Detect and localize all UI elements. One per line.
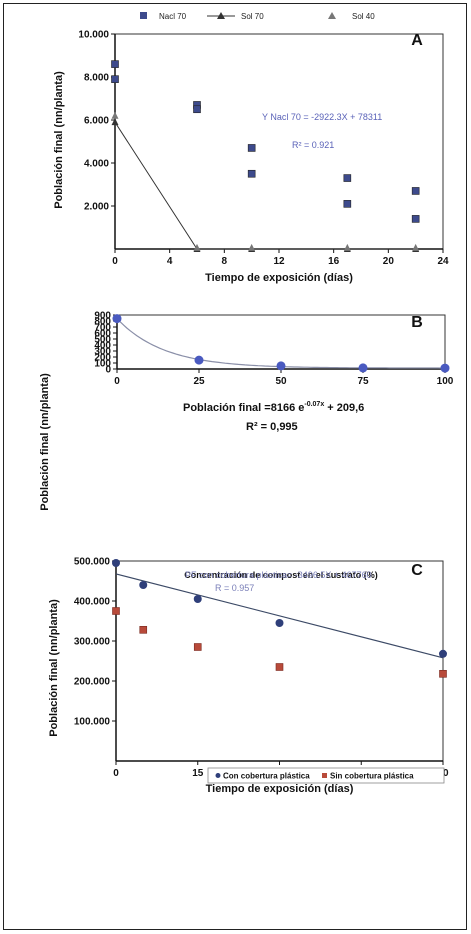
point-series-b bbox=[358, 363, 368, 373]
x-tick-label-b: 0 bbox=[114, 376, 120, 387]
point-nacl-70-a bbox=[247, 169, 256, 178]
x-tick-label-a: 0 bbox=[112, 256, 118, 267]
point-sol-40-a bbox=[193, 243, 201, 251]
point-series-b bbox=[112, 314, 122, 324]
figure-frame bbox=[3, 3, 467, 930]
legend-entry-sol-70: Sol 70 bbox=[241, 12, 264, 21]
x-tick-label-a: 12 bbox=[273, 256, 285, 267]
point-sol-40-a bbox=[248, 243, 256, 251]
line-sol-70-a bbox=[114, 121, 416, 250]
point-con-cobertura-pl-stica-c bbox=[193, 595, 202, 603]
point-sin-cobertura-pl-stica-c bbox=[275, 663, 284, 671]
legend-entry-sol-40: Sol 40 bbox=[352, 12, 375, 21]
y-tick-label-b: 500 bbox=[94, 335, 111, 346]
y-tick-label-c: 200.000 bbox=[74, 677, 111, 688]
x-tick-label-c: 15 bbox=[192, 768, 204, 779]
r-value-c: R = 0.957 bbox=[215, 583, 254, 593]
x-tick-label-a: 8 bbox=[222, 256, 228, 267]
fit-curve-b bbox=[116, 318, 445, 369]
x-tick-label-a: 24 bbox=[437, 256, 449, 267]
equation-b: Población final =8166 e-0.07x + 209,6 bbox=[183, 401, 364, 414]
r-squared-b: R² = 0,995 bbox=[246, 421, 298, 433]
point-series-b bbox=[440, 363, 450, 373]
x-tick-label-a: 20 bbox=[383, 256, 395, 267]
point-con-cobertura-pl-stica-c bbox=[275, 619, 284, 627]
x-tick-label-a: 16 bbox=[328, 256, 340, 267]
y-axis-label-c: Población final (nn/planta) bbox=[48, 599, 60, 737]
x-axis-label-a: Tiempo de exposición (días) bbox=[205, 272, 353, 284]
point-sol-40-a bbox=[111, 111, 119, 119]
point-sin-cobertura-pl-stica-c bbox=[112, 607, 120, 615]
fit-line-c bbox=[115, 573, 444, 659]
y-tick-label-b: 900 bbox=[94, 311, 111, 322]
equation-a: Y Nacl 70 = -2922.3X + 78311 bbox=[262, 112, 382, 122]
y-tick-label-c: 300.000 bbox=[74, 637, 111, 648]
point-nacl-70-a bbox=[343, 174, 352, 182]
plot-area-c bbox=[115, 560, 444, 762]
equation-c: PF con cobertura plástica= -3496.5X + 46… bbox=[185, 570, 372, 580]
legend-entry-sin-cobertura: Sin cobertura plástica bbox=[330, 772, 414, 781]
point-con-cobertura-pl-stica-c bbox=[112, 559, 120, 567]
point-sol-70-a bbox=[111, 118, 119, 126]
y-tick-label-b: 200 bbox=[94, 353, 111, 364]
point-con-cobertura-pl-stica-c bbox=[139, 581, 148, 589]
y-tick-label-b: 100 bbox=[94, 359, 111, 370]
y-tick-label-c: 100.000 bbox=[74, 717, 111, 728]
plot-area-a bbox=[114, 33, 444, 250]
legend-entry-nacl-70: Nacl 70 bbox=[159, 12, 187, 21]
x-tick-label-c: 0 bbox=[113, 768, 119, 779]
y-axis-label-a: Población final (nn/planta) bbox=[53, 71, 65, 209]
x-tick-label-a: 4 bbox=[167, 256, 173, 267]
x-tick-label-b: 100 bbox=[437, 376, 454, 387]
point-sol-40-a bbox=[343, 243, 351, 251]
plot-area-b bbox=[116, 314, 446, 370]
legend-marker-sin-cobertura bbox=[322, 773, 327, 778]
panel-label-c: C bbox=[411, 562, 423, 579]
x-tick-label-b: 50 bbox=[275, 376, 287, 387]
y-tick-label-b: 300 bbox=[94, 347, 111, 358]
legend-marker-sol-70 bbox=[217, 12, 225, 19]
point-sin-cobertura-pl-stica-c bbox=[193, 643, 202, 651]
point-nacl-70-a bbox=[343, 200, 352, 208]
legend-marker-sol-40 bbox=[328, 12, 336, 19]
y-tick-label-c: 500.000 bbox=[74, 557, 111, 568]
y-tick-label-a: 4.000 bbox=[84, 159, 109, 170]
y-tick-label-b: 0 bbox=[105, 365, 111, 376]
point-nacl-70-a bbox=[411, 187, 420, 195]
legend-marker-con-cobertura bbox=[215, 773, 221, 778]
point-sol-40-a bbox=[412, 243, 420, 251]
y-tick-label-b: 600 bbox=[94, 329, 111, 340]
y-axis-label-b: Población final (nn/planta) bbox=[39, 373, 51, 511]
panel-label-b: B bbox=[411, 314, 423, 331]
y-tick-label-c: 400.000 bbox=[74, 597, 111, 608]
y-tick-label-b: 400 bbox=[94, 341, 111, 352]
point-nacl-70-a bbox=[111, 75, 119, 83]
x-tick-label-b: 25 bbox=[193, 376, 205, 387]
legend-marker-nacl-70 bbox=[140, 12, 147, 19]
point-nacl-70-a bbox=[247, 144, 256, 152]
y-tick-label-a: 10.000 bbox=[78, 30, 109, 41]
point-nacl-70-a bbox=[193, 105, 201, 114]
x-tick-label-b: 75 bbox=[357, 376, 369, 387]
y-tick-label-b: 700 bbox=[94, 323, 111, 334]
y-tick-label-a: 2.000 bbox=[84, 202, 109, 213]
point-sin-cobertura-pl-stica-c bbox=[439, 669, 447, 678]
panel-label-a: A bbox=[411, 32, 423, 49]
r-squared-a: R² = 0.921 bbox=[292, 140, 334, 150]
x-axis-label-c: Tiempo de exposición (días) bbox=[206, 783, 354, 795]
y-tick-label-b: 800 bbox=[94, 317, 111, 328]
y-tick-label-a: 6.000 bbox=[84, 116, 109, 127]
x-axis-label-b: Concentración de compost en el sustrato … bbox=[184, 570, 378, 580]
point-sin-cobertura-pl-stica-c bbox=[139, 625, 148, 634]
point-series-b bbox=[276, 361, 286, 371]
legend-entry-con-cobertura: Con cobertura plástica bbox=[223, 772, 310, 781]
point-nacl-70-a bbox=[411, 215, 420, 223]
y-tick-label-a: 8.000 bbox=[84, 73, 109, 84]
point-nacl-70-a bbox=[111, 60, 119, 68]
point-series-b bbox=[194, 355, 204, 365]
point-con-cobertura-pl-stica-c bbox=[439, 649, 447, 658]
